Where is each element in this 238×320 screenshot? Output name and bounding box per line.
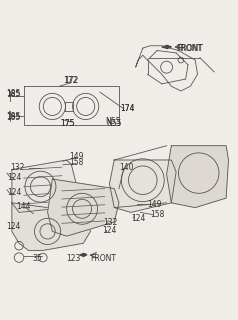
Text: 158: 158 [150,210,164,219]
Text: 132: 132 [11,163,25,172]
Text: 172: 172 [64,76,79,85]
Text: 185: 185 [6,112,20,121]
Polygon shape [80,253,87,257]
Text: 124: 124 [131,214,145,223]
Text: 158: 158 [69,158,83,167]
Polygon shape [12,160,76,212]
Text: 175: 175 [61,119,75,128]
Text: 185: 185 [6,113,20,122]
Text: 140: 140 [119,163,133,172]
Text: 175: 175 [61,119,75,128]
Text: 149: 149 [147,200,161,209]
Text: 123: 123 [67,253,81,262]
Text: N55: N55 [105,117,121,126]
Polygon shape [12,203,90,251]
Text: 124: 124 [7,188,21,197]
Polygon shape [109,160,176,212]
Polygon shape [167,146,228,208]
Text: 185: 185 [6,90,20,99]
Text: 144: 144 [16,202,30,211]
Text: 149: 149 [69,152,83,161]
Polygon shape [162,45,171,49]
Text: 174: 174 [120,104,134,113]
Text: N55: N55 [106,119,122,128]
Text: FRONT: FRONT [177,44,203,52]
Text: 174: 174 [121,104,135,113]
Text: 132: 132 [103,218,117,227]
Text: FRONT: FRONT [176,44,202,53]
Text: FRONT: FRONT [90,253,117,262]
Text: 124: 124 [7,172,21,182]
Polygon shape [48,179,119,236]
Text: 185: 185 [6,89,20,98]
Text: 124: 124 [7,222,21,231]
Text: 124: 124 [102,227,116,236]
Text: 35: 35 [33,253,42,262]
Text: 172: 172 [63,76,77,85]
